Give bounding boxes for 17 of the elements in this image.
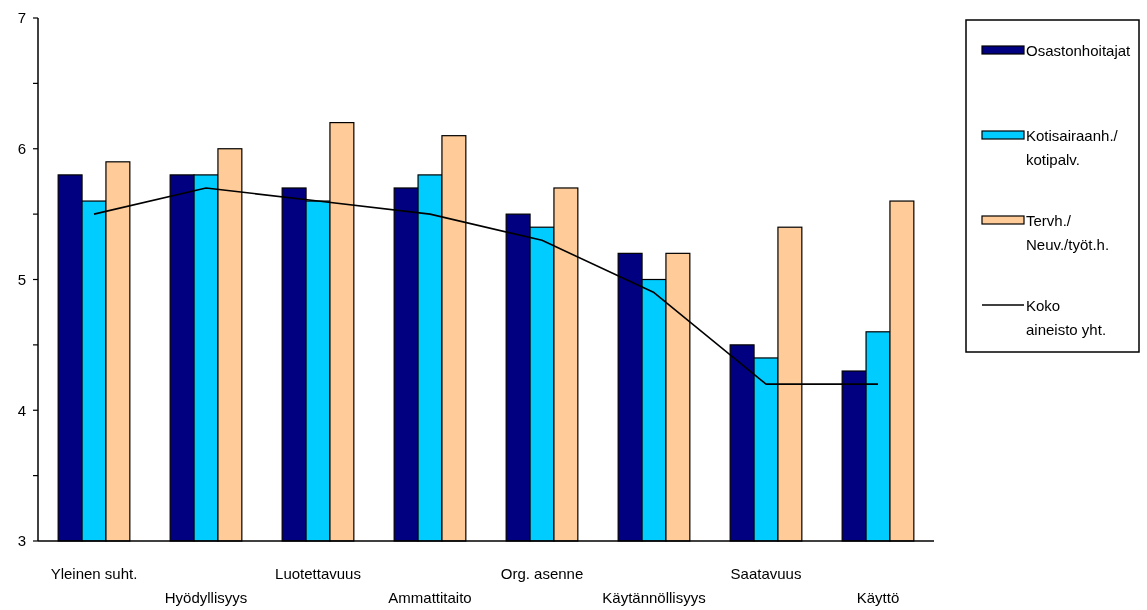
y-tick-label: 3 (17, 532, 26, 550)
y-tick-label: 6 (17, 140, 26, 157)
x-tick-label: Org. asenne (500, 565, 584, 582)
x-tick-label: Hyödyllisyys (164, 589, 248, 606)
x-tick-label: Yleinen suht. (50, 565, 138, 582)
x-tick-label: Käytännöllisyys (602, 589, 706, 606)
x-tick-label: Saatavuus (730, 565, 802, 582)
legend-label: Kotisairaanh./ kotipalv. (1026, 127, 1119, 168)
legend-label: Tervh./ Neuv./työt.h. (1026, 212, 1110, 253)
legend-label: Koko aineisto yht. (1026, 297, 1107, 338)
x-tick-label: Ammattitaito (388, 589, 472, 606)
x-tick-label: Luotettavuus (275, 565, 361, 582)
y-tick-label: 7 (17, 9, 26, 27)
legend-label: Osastonhoitajat (1026, 42, 1132, 59)
y-tick-label: 4 (17, 401, 26, 419)
y-tick-label: 5 (17, 270, 26, 288)
x-tick-label: Käyttö (856, 589, 900, 606)
